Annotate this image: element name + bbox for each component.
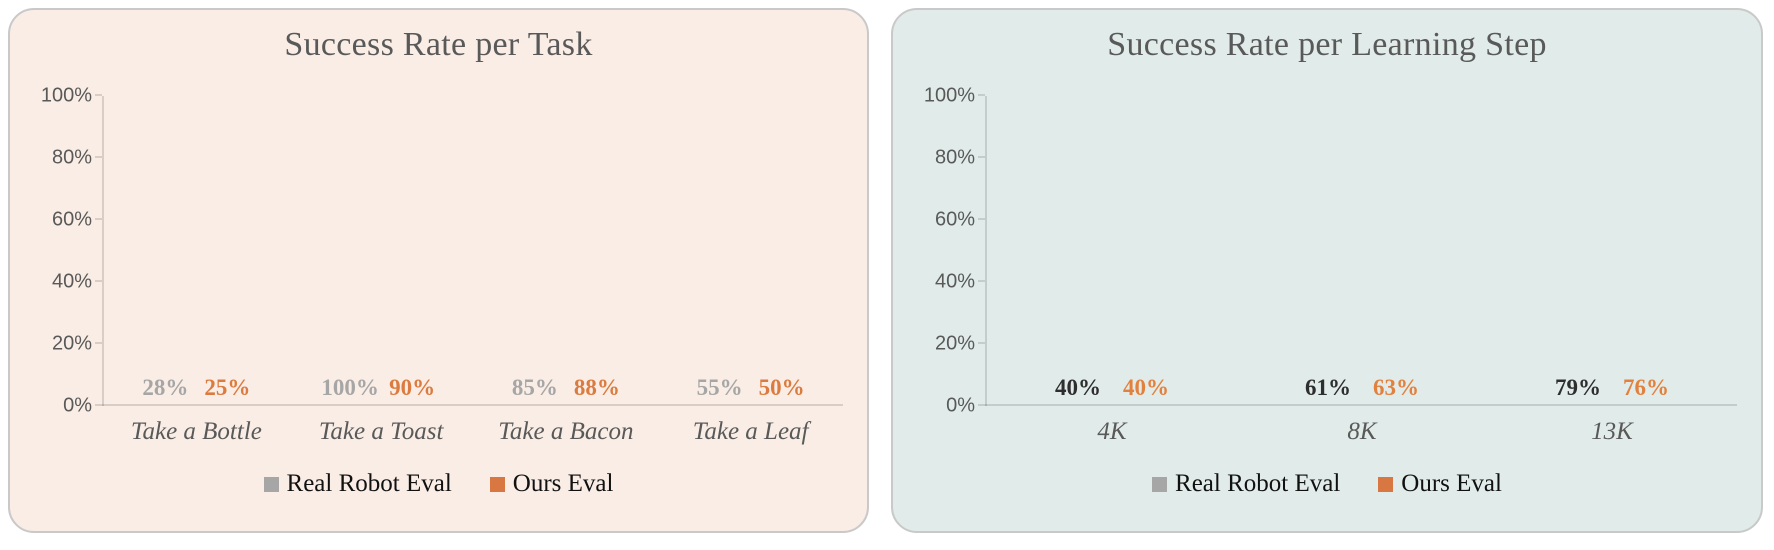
legend-swatch-ours-eval [1378, 476, 1394, 492]
bar-value-label: 25% [204, 375, 251, 400]
y-axis-tick-label: 100% [923, 84, 975, 107]
y-axis: 0% 20% 40% 60% 80% 100% [30, 85, 102, 417]
x-axis-category-row: Take a Bottle Take a Toast Take a Bacon Tak… [102, 418, 843, 446]
legend-item-real-robot-eval: Real Robot Eval [1152, 470, 1340, 498]
y-axis-tick-label: 80% [934, 146, 975, 169]
task-chart-card: Success Rate per Task 0% 20% 40% 60% 80% 100%… [8, 8, 869, 533]
y-axis-tick-label: 80% [51, 146, 92, 169]
bar-value-label: 61% [1305, 375, 1351, 400]
legend-item-ours-eval: Ours Eval [1378, 470, 1502, 498]
y-axis-tick [95, 156, 102, 158]
plot-column: 28% 25% 100% 90% 85% 88% 55% 50% Take a Bottle Ta… [95, 94, 843, 446]
y-axis-tick [95, 404, 102, 406]
legend-swatch-ours-eval [489, 476, 505, 492]
bar-value-label: 88% [573, 375, 620, 400]
y-axis-tick [978, 280, 985, 282]
y-axis-tick [978, 404, 985, 406]
x-axis-category-row: 4K 8K 13K [985, 418, 1737, 446]
y-axis-tick-label: 60% [934, 208, 975, 231]
legend-label: Ours Eval [512, 470, 614, 497]
x-axis-category-label: Take a Toast [318, 418, 444, 445]
x-axis-category-label: Take a Bacon [498, 418, 634, 445]
y-axis-tick-label: 100% [40, 84, 92, 107]
legend-swatch-real-robot-eval [1152, 476, 1168, 492]
y-axis-tick-label: 0% [63, 394, 92, 417]
legend-swatch-real-robot-eval [263, 476, 279, 492]
bar-value-label: 55% [696, 375, 743, 400]
bar-value-label: 100% [321, 375, 379, 400]
task-chart-title: Success Rate per Task [284, 26, 593, 63]
y-axis-tick [978, 156, 985, 158]
bar-value-label: 40% [1123, 375, 1169, 400]
y-axis-tick [978, 218, 985, 220]
y-axis-line [102, 96, 104, 406]
y-axis-tick-label: 0% [946, 394, 975, 417]
legend-label: Real Robot Eval [286, 470, 452, 497]
x-axis-category-label: 8K [1347, 418, 1377, 445]
task-chart-legend: Real Robot Eval Ours Eval [10, 470, 867, 498]
y-axis-tick-label: 40% [934, 270, 975, 293]
plot-column: 40% 40% 61% 63% 79% 76% 4K 8K 13K [978, 94, 1737, 446]
legend-label: Ours Eval [1401, 470, 1502, 497]
learning-step-chart-legend: Real Robot Eval Ours Eval [893, 470, 1761, 498]
y-axis-tick [95, 94, 102, 96]
bar-value-label: 90% [389, 375, 436, 400]
learning-step-chart-card: Success Rate per Learning Step 0% 20% 40% 6… [891, 8, 1763, 533]
x-axis-category-label: 13K [1591, 418, 1633, 445]
bar-value-label: 79% [1555, 375, 1601, 400]
bars-layer: 28% 25% 100% 90% 85% 88% 55% 50% [104, 96, 843, 406]
bar-value-label: 76% [1623, 375, 1669, 400]
bar-value-label: 63% [1373, 375, 1419, 400]
bar-value-label: 28% [142, 375, 189, 400]
y-axis-tick [978, 342, 985, 344]
plot-area: 28% 25% 100% 90% 85% 88% 55% 50% [95, 94, 843, 406]
x-axis-category-label: 4K [1097, 418, 1127, 445]
plot-area: 40% 40% 61% 63% 79% 76% [978, 94, 1737, 406]
y-axis-tick [95, 280, 102, 282]
y-axis-tick-label: 60% [51, 208, 92, 231]
legend-item-ours-eval: Ours Eval [489, 470, 614, 498]
x-axis-category-label: Take a Leaf [692, 418, 809, 445]
y-axis-tick-label: 20% [51, 332, 92, 355]
task-chart-plot: 0% 20% 40% 60% 80% 100% 28% 25% 100% 90% 85% 88% 55%… [30, 85, 843, 446]
y-axis-tick [95, 218, 102, 220]
y-axis-tick [95, 342, 102, 344]
y-axis-tick-label: 40% [51, 270, 92, 293]
bar-value-label: 50% [758, 375, 805, 400]
x-axis-line [985, 404, 1737, 406]
learning-step-chart-plot: 0% 20% 40% 60% 80% 100% 40% 40% 61% 63% 79% 76% 4K 8K… [913, 85, 1737, 446]
y-axis-tick-label: 20% [934, 332, 975, 355]
bar-value-label: 40% [1055, 375, 1101, 400]
y-axis-tick [978, 94, 985, 96]
legend-label: Real Robot Eval [1175, 470, 1341, 497]
legend-item-real-robot-eval: Real Robot Eval [263, 470, 452, 498]
bar-value-label: 85% [511, 375, 558, 400]
x-axis-category-label: Take a Bottle [130, 418, 262, 445]
y-axis-line [985, 96, 987, 406]
learning-step-chart-title: Success Rate per Learning Step [1107, 26, 1547, 63]
x-axis-line [102, 404, 843, 406]
y-axis: 0% 20% 40% 60% 80% 100% [913, 85, 985, 417]
bars-layer: 40% 40% 61% 63% 79% 76% [987, 96, 1737, 406]
